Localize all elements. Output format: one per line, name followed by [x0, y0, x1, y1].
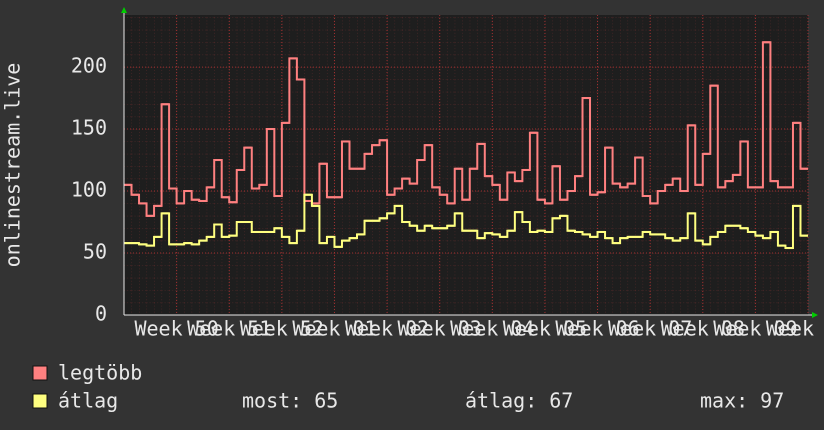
y-tick-label: 150 [71, 116, 107, 140]
legend-swatch [32, 393, 48, 409]
x-tick-label: Week 10 [766, 317, 824, 341]
y-tick-label: 50 [83, 240, 107, 264]
plot [124, 15, 809, 316]
x-tick-label: Week 05 [503, 317, 587, 341]
x-tick-label: Week 03 [398, 317, 482, 341]
x-tick-label: Week 52 [240, 317, 324, 341]
legend-label: átlag [58, 389, 118, 413]
x-tick-label: Week 07 [608, 317, 692, 341]
y-tick-label: 0 [95, 302, 107, 326]
legend-swatch [32, 365, 48, 381]
x-axis-arrow [812, 312, 818, 318]
legend-label: legtöbb [58, 361, 142, 385]
minor-grid [124, 15, 808, 315]
y-tick-label: 200 [71, 54, 107, 78]
x-tick-label: Week 02 [345, 317, 429, 341]
stat-label: max: [700, 389, 748, 413]
stat-label: átlag: [465, 389, 537, 413]
stat-label: most: [242, 389, 302, 413]
x-tick-label: Week 51 [187, 317, 271, 341]
stat-value: 67 [549, 389, 573, 413]
y-axis-arrow [121, 7, 127, 13]
y-axis-label: onlinestream.live [1, 63, 25, 268]
stat-value: 97 [760, 389, 784, 413]
stat-value: 65 [314, 389, 338, 413]
x-tick-label: Week 09 [713, 317, 797, 341]
x-tick-label: Week 08 [661, 317, 745, 341]
x-tick-label: Week 50 [134, 317, 218, 341]
y-tick-label: 100 [71, 178, 107, 202]
x-tick-label: Week 06 [555, 317, 639, 341]
x-tick-label: Week 04 [450, 317, 534, 341]
x-tick-label: Week 01 [292, 317, 376, 341]
